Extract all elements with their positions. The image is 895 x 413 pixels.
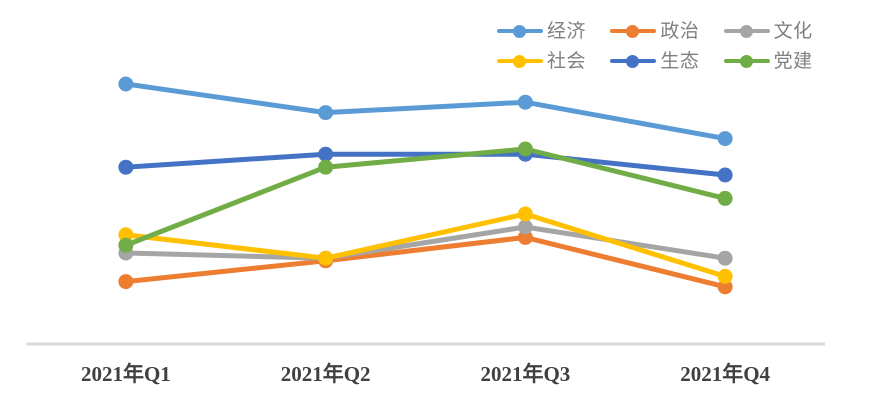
data-point-社会-2021年Q3[interactable] (517, 206, 533, 222)
legend-item-党建[interactable]: 党建 (723, 50, 837, 72)
data-point-社会-2021年Q2[interactable] (318, 250, 334, 266)
legend-item-文化[interactable]: 文化 (723, 20, 837, 42)
data-point-政治-2021年Q1[interactable] (118, 274, 134, 290)
legend-marker-icon (610, 54, 657, 68)
series-line-文化[interactable] (123, 224, 728, 261)
category-label: 2021年Q3 (480, 362, 571, 386)
data-point-经济-2021年Q2[interactable] (318, 105, 334, 121)
legend-label: 社会 (547, 50, 587, 72)
data-point-经济-2021年Q4[interactable] (717, 131, 733, 147)
data-point-政治-2021年Q3[interactable] (517, 229, 533, 245)
data-point-社会-2021年Q1[interactable] (118, 227, 134, 243)
legend-label: 文化 (773, 20, 813, 42)
series-line-政治[interactable] (123, 234, 728, 290)
data-point-党建-2021年Q3[interactable] (517, 141, 533, 157)
legend-label: 经济 (547, 20, 587, 42)
series-group (118, 76, 733, 295)
data-point-经济-2021年Q1[interactable] (118, 76, 134, 92)
data-point-生态-2021年Q1[interactable] (118, 159, 134, 175)
series-line-社会[interactable] (123, 211, 728, 279)
legend-item-政治[interactable]: 政治 (610, 22, 723, 41)
legend-label: 政治 (660, 20, 700, 42)
legend-label: 党建 (773, 50, 813, 72)
category-label: 2021年Q2 (280, 362, 371, 386)
data-point-党建-2021年Q2[interactable] (318, 159, 334, 175)
data-point-党建-2021年Q1[interactable] (118, 237, 134, 253)
data-point-文化-2021年Q4[interactable] (717, 250, 733, 266)
data-point-生态-2021年Q4[interactable] (717, 167, 733, 183)
data-point-社会-2021年Q4[interactable] (717, 268, 733, 284)
data-point-政治-2021年Q4[interactable] (717, 279, 733, 295)
series-line-生态[interactable] (123, 151, 728, 178)
series-line-党建[interactable] (123, 146, 728, 248)
data-point-党建-2021年Q4[interactable] (717, 190, 733, 206)
category-axis-labels: 2021年Q1 2021年Q2 2021年Q3 2021年Q4 (26, 358, 825, 388)
legend-label: 生态 (660, 50, 700, 72)
legend-marker-icon (723, 24, 770, 38)
legend-item-社会[interactable]: 社会 (497, 52, 610, 71)
chart-legend: 经济 政治 文化社会 生态 党建 (497, 16, 837, 76)
data-point-文化-2021年Q3[interactable] (517, 219, 533, 235)
legend-marker-icon (497, 24, 543, 38)
legend-marker-icon (610, 24, 657, 38)
category-label: 2021年Q1 (80, 362, 171, 386)
legend-marker-icon (723, 54, 770, 68)
data-point-生态-2021年Q2[interactable] (318, 146, 334, 162)
series-line-经济[interactable] (123, 81, 728, 142)
legend-item-生态[interactable]: 生态 (610, 52, 723, 71)
legend-marker-icon (497, 54, 543, 68)
category-label: 2021年Q4 (680, 362, 771, 386)
data-point-经济-2021年Q3[interactable] (517, 94, 533, 110)
legend-item-经济[interactable]: 经济 (497, 22, 610, 41)
